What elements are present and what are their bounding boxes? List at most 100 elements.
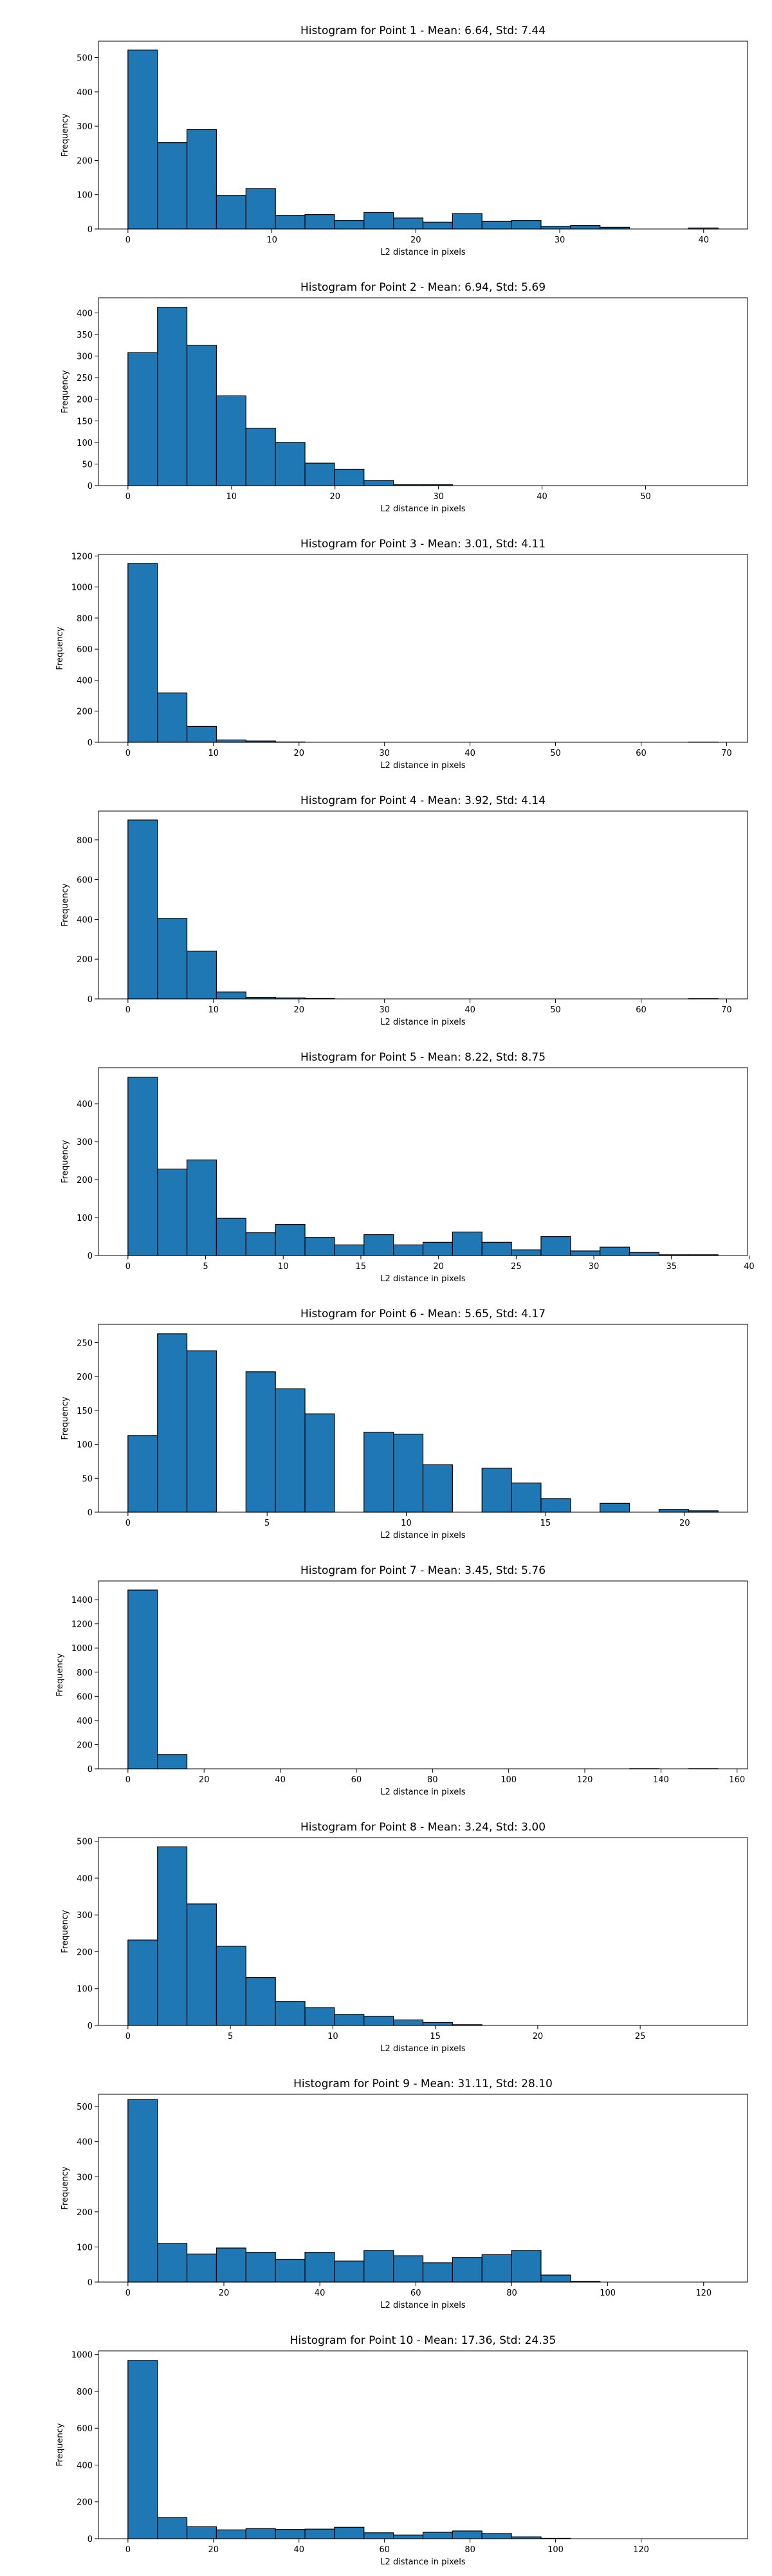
y-tick-label: 0 xyxy=(87,2278,93,2288)
histogram-bar xyxy=(305,2529,335,2539)
x-tick-label: 40 xyxy=(537,492,547,502)
x-tick-label: 0 xyxy=(125,1005,131,1015)
y-tick-label: 500 xyxy=(77,2103,93,2112)
y-tick-label: 0 xyxy=(87,1765,93,1775)
chart-title: Histogram for Point 2 - Mean: 6.94, Std:… xyxy=(300,281,546,294)
histogram-bar xyxy=(275,215,305,229)
x-axis-label: L2 distance in pixels xyxy=(380,761,466,771)
x-tick-label: 15 xyxy=(540,1519,551,1528)
y-tick-label: 0 xyxy=(87,482,93,491)
histogram-bar xyxy=(335,469,364,486)
histogram-bar xyxy=(482,2254,511,2282)
histogram-bar xyxy=(541,2275,571,2282)
histogram-bar xyxy=(423,2263,453,2282)
y-tick-label: 0 xyxy=(87,995,93,1005)
histogram-bar xyxy=(364,1432,394,1512)
histogram-bar xyxy=(158,1169,187,1256)
histogram-bar xyxy=(128,2361,158,2539)
x-tick-label: 60 xyxy=(636,1005,647,1015)
x-axis-label: L2 distance in pixels xyxy=(380,2044,466,2054)
x-axis-label: L2 distance in pixels xyxy=(380,1531,466,1540)
histogram-bar xyxy=(364,1235,394,1256)
x-tick-label: 100 xyxy=(501,1775,517,1785)
histogram-bar xyxy=(423,222,453,229)
histogram-bar xyxy=(423,2532,453,2539)
y-tick-label: 100 xyxy=(77,1441,93,1450)
x-tick-label: 100 xyxy=(600,2288,616,2298)
histogram-bar xyxy=(158,2517,187,2539)
x-tick-label: 0 xyxy=(125,235,131,245)
x-tick-label: 20 xyxy=(679,1519,690,1528)
x-tick-label: 5 xyxy=(203,1262,208,1272)
x-axis-label: L2 distance in pixels xyxy=(380,1274,466,1284)
x-tick-label: 30 xyxy=(555,235,565,245)
histogram-bar xyxy=(246,2252,275,2282)
x-tick-label: 40 xyxy=(293,2545,304,2555)
histogram-bar xyxy=(394,1245,423,1256)
histogram-bar xyxy=(394,2256,423,2282)
histogram-panel-5: Histogram for Point 5 - Mean: 8.22, Std:… xyxy=(60,1051,755,1284)
x-tick-label: 50 xyxy=(640,492,651,502)
y-tick-label: 800 xyxy=(77,2388,93,2397)
x-tick-label: 20 xyxy=(208,2545,219,2555)
histogram-bar xyxy=(128,563,158,742)
y-tick-label: 100 xyxy=(77,1214,93,1223)
x-axis-label: L2 distance in pixels xyxy=(380,504,466,514)
histogram-bar xyxy=(246,1978,275,2025)
histogram-bar xyxy=(335,2527,364,2539)
x-tick-label: 40 xyxy=(464,749,475,758)
histogram-bar xyxy=(187,1160,217,1256)
histogram-bar xyxy=(158,1755,187,1769)
y-tick-label: 200 xyxy=(77,1176,93,1185)
histogram-bar xyxy=(275,2002,305,2025)
histogram-bar xyxy=(364,2533,394,2539)
y-tick-label: 100 xyxy=(77,439,93,448)
histogram-bar xyxy=(452,2258,482,2282)
x-axis-label: L2 distance in pixels xyxy=(380,2557,466,2567)
histogram-bar xyxy=(394,2535,423,2539)
x-tick-label: 10 xyxy=(208,749,219,758)
y-tick-label: 600 xyxy=(77,1692,93,1702)
x-tick-label: 30 xyxy=(379,749,390,758)
histogram-bar xyxy=(246,2528,275,2539)
histogram-bar xyxy=(335,221,364,229)
x-tick-label: 80 xyxy=(506,2288,517,2298)
axes-frame xyxy=(98,1581,748,1769)
y-tick-label: 500 xyxy=(77,54,93,64)
y-tick-label: 200 xyxy=(77,1373,93,1382)
chart-title: Histogram for Point 9 - Mean: 31.11, Std… xyxy=(293,2078,553,2090)
x-tick-label: 120 xyxy=(577,1775,593,1785)
x-tick-label: 40 xyxy=(744,1262,755,1272)
y-tick-label: 300 xyxy=(77,1138,93,1147)
y-tick-label: 0 xyxy=(87,2535,93,2544)
x-tick-label: 100 xyxy=(547,2545,564,2555)
y-tick-label: 800 xyxy=(77,1668,93,1678)
x-tick-label: 0 xyxy=(125,2545,131,2555)
y-tick-label: 600 xyxy=(77,2424,93,2434)
histogram-bar xyxy=(128,1436,158,1512)
chart-title: Histogram for Point 4 - Mean: 3.92, Std:… xyxy=(300,794,546,807)
histogram-bar xyxy=(394,2020,423,2025)
histogram-bar xyxy=(394,218,423,229)
chart-title: Histogram for Point 7 - Mean: 3.45, Std:… xyxy=(300,1564,546,1577)
x-tick-label: 80 xyxy=(464,2545,475,2555)
histogram-bar xyxy=(128,352,158,486)
y-tick-label: 800 xyxy=(77,836,93,846)
histogram-bar xyxy=(305,463,335,486)
y-tick-label: 500 xyxy=(77,1838,93,1847)
x-axis-label: L2 distance in pixels xyxy=(380,1018,466,1027)
histogram-bar xyxy=(364,212,394,229)
y-tick-label: 1200 xyxy=(71,1620,93,1630)
x-tick-label: 40 xyxy=(315,2288,326,2298)
x-tick-label: 15 xyxy=(356,1262,367,1272)
x-tick-label: 10 xyxy=(401,1519,412,1528)
x-tick-label: 10 xyxy=(278,1262,289,1272)
chart-title: Histogram for Point 8 - Mean: 3.24, Std:… xyxy=(300,1821,546,1834)
x-tick-label: 0 xyxy=(125,1775,131,1785)
x-tick-label: 0 xyxy=(125,492,131,502)
y-tick-label: 600 xyxy=(77,876,93,886)
x-tick-label: 0 xyxy=(125,749,131,758)
y-axis-label: Frequency xyxy=(60,1140,70,1183)
x-tick-label: 70 xyxy=(721,749,732,758)
